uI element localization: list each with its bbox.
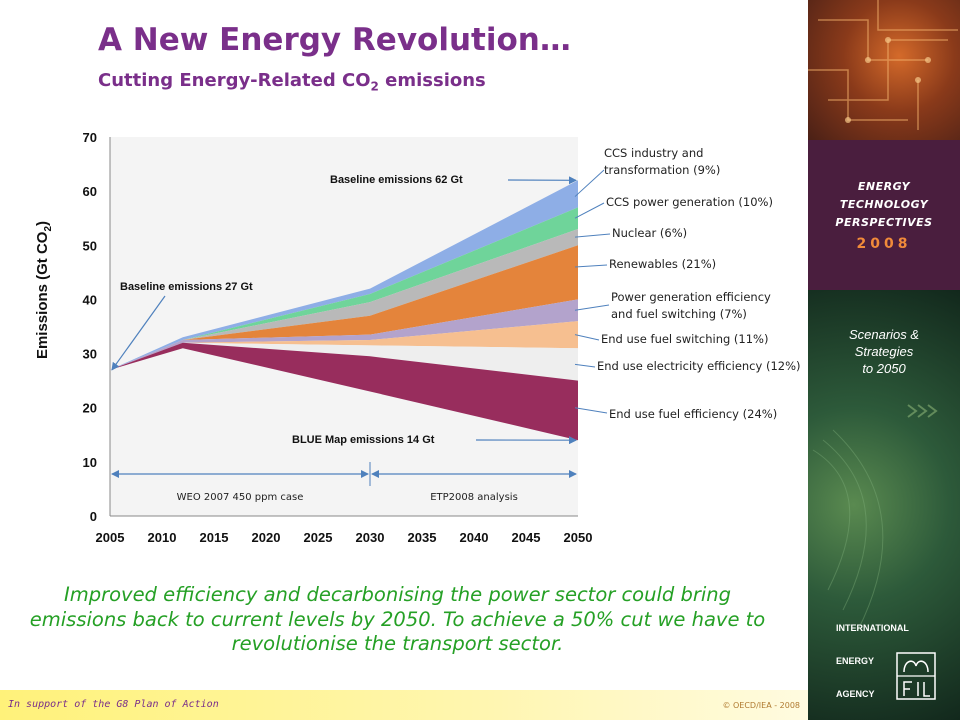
y-tick-labels: 0 10 20 30 40 50 60 70 (83, 130, 97, 524)
x-tick-2015: 2015 (200, 530, 229, 545)
y-tick-10: 10 (83, 455, 97, 470)
legend-label-5-line-1: Power generation efficiency (611, 290, 771, 304)
legend-label-1-line-1: CCS industry and (604, 146, 703, 160)
x-tick-2030: 2030 (356, 530, 385, 545)
etp-line-perspectives: PERSPECTIVES (835, 216, 933, 229)
y-tick-70: 70 (83, 130, 97, 145)
area-end-use-fuel-efficiency-24 (110, 342, 578, 441)
legend-leader-5 (574, 304, 610, 311)
legend-leader-3 (574, 233, 611, 238)
scen-line-2: Strategies (854, 344, 914, 359)
area-renewables-21 (110, 245, 578, 370)
etp-line-energy: ENERGY (857, 180, 911, 193)
subtitle-text: Cutting Energy-Related CO (98, 70, 371, 91)
slide-title: A New Energy Revolution… (98, 22, 571, 58)
legend-leader-8 (574, 407, 608, 414)
legend-leader-1 (574, 169, 605, 197)
iea-line-agency: AGENCY (836, 689, 875, 699)
x-tick-2050: 2050 (564, 530, 593, 545)
legend-label-5-line-2: and fuel switching (7%) (611, 307, 747, 321)
annotation-arrow-2 (111, 295, 166, 371)
footer-g8-text: In support of the G8 Plan of Action (8, 699, 219, 710)
etp-year: 2008 (856, 236, 912, 252)
scen-line-3: to 2050 (862, 361, 906, 376)
subtitle-tail: emissions (378, 70, 486, 91)
period-label-weo-2007-450-ppm-case: WEO 2007 450 ppm case (177, 492, 304, 503)
area-end-use-electricity-efficiency-12 (110, 342, 578, 381)
scenarios-panel: Scenarios & Strategies to 2050 INTERNATI… (808, 290, 960, 720)
x-tick-2005: 2005 (96, 530, 125, 545)
legend-leader-2 (574, 202, 605, 219)
iea-line-international: INTERNATIONAL (836, 623, 909, 633)
x-tick-2040: 2040 (460, 530, 489, 545)
area-layers (110, 180, 578, 441)
y-tick-50: 50 (83, 238, 97, 253)
x-tick-2020: 2020 (252, 530, 281, 545)
footer-bar: In support of the G8 Plan of Action © OE… (0, 690, 808, 720)
y-tick-40: 40 (83, 292, 97, 307)
x-tick-2035: 2035 (408, 530, 437, 545)
series-legend: CCS industry and transformation (9%) CCS p… (574, 146, 801, 421)
sidebar: ENERGY TECHNOLOGY PERSPECTIVES 2008 Scen… (808, 0, 960, 720)
subtitle-subscript: 2 (370, 79, 379, 94)
etp-line-technology: TECHNOLOGY (839, 198, 929, 211)
footer-copyright: © OECD/IEA - 2008 (722, 701, 800, 710)
chart-annotations: Baseline emissions 62 Gt Baseline emissio… (111, 174, 577, 446)
slide-subtitle: Cutting Energy-Related CO2 emissions (98, 70, 486, 94)
legend-label-6-line-1: End use fuel switching (11%) (601, 332, 768, 346)
annotation-baseline-emissions-27-gt: Baseline emissions 27 Gt (120, 281, 253, 293)
y-tick-0: 0 (90, 509, 97, 524)
legend-leader-4 (574, 264, 608, 268)
y-tick-60: 60 (83, 184, 97, 199)
iea-logo-icon (896, 652, 936, 700)
circuit-pattern (808, 0, 958, 130)
x-tick-2010: 2010 (148, 530, 177, 545)
legend-label-7-line-1: End use electricity efficiency (12%) (597, 359, 801, 373)
etp-branding: ENERGY TECHNOLOGY PERSPECTIVES 2008 (808, 140, 960, 290)
y-tick-30: 30 (83, 347, 97, 362)
iea-line-energy: ENERGY (836, 656, 875, 666)
period-label-etp2008-analysis: ETP2008 analysis (430, 492, 518, 503)
y-tick-20: 20 (83, 401, 97, 416)
period-brackets: WEO 2007 450 ppm case ETP2008 analysis (111, 462, 577, 503)
legend-leader-7 (574, 363, 596, 368)
annotation-baseline-emissions-62-gt: Baseline emissions 62 Gt (330, 174, 463, 186)
legend-label-4-line-1: Renewables (21%) (609, 257, 716, 271)
x-tick-labels: 2005 2010 2015 2020 2025 2030 2035 2040 2045 2050 (96, 530, 593, 545)
scen-line-1: Scenarios & (848, 327, 920, 342)
area-end-use-fuel-switching-11 (110, 321, 578, 370)
legend-label-8-line-1: End use fuel efficiency (24%) (609, 407, 777, 421)
legend-label-2-line-1: CCS power generation (10%) (606, 195, 773, 209)
x-tick-2025: 2025 (304, 530, 333, 545)
decorative-chevrons (812, 404, 938, 631)
y-axis-label: Emissions (Gt CO2) (34, 221, 54, 359)
legend-leader-6 (574, 334, 600, 341)
slide-caption: Improved efficiency and decarbonising th… (29, 583, 766, 655)
x-tick-2045: 2045 (512, 530, 541, 545)
annotation-blue-map-emissions-14-gt: BLUE Map emissions 14 Gt (292, 434, 435, 446)
circuit-board-image (808, 0, 960, 140)
legend-label-3-line-1: Nuclear (6%) (612, 226, 687, 240)
legend-label-1-line-2: transformation (9%) (604, 163, 720, 177)
area-ccs-power-generation-10 (110, 207, 578, 370)
